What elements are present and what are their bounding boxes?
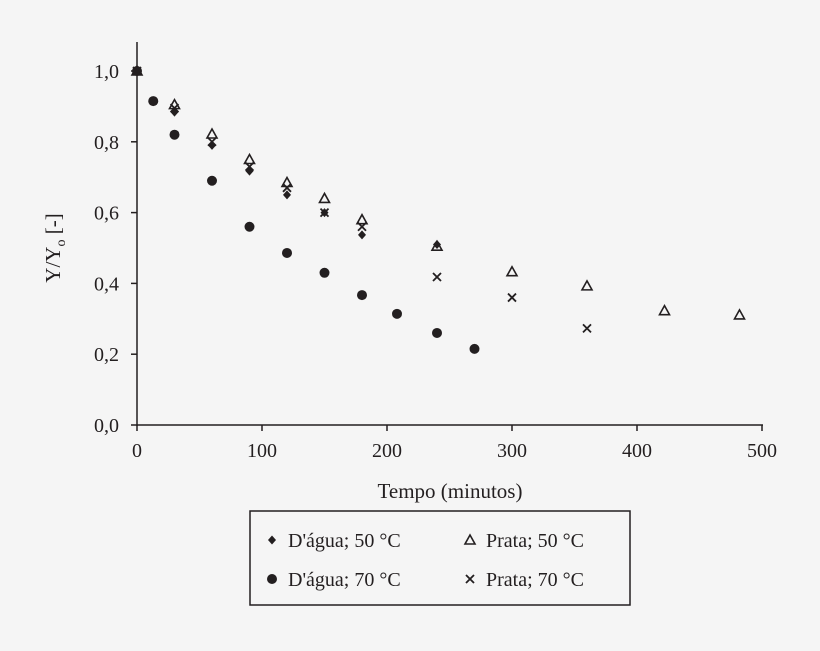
data-point-x — [432, 272, 442, 282]
data-point-diamond — [358, 230, 366, 240]
legend-marker-circle — [267, 574, 277, 584]
x-tick-label: 300 — [497, 440, 527, 462]
legend-marker-triangle-open — [463, 533, 477, 545]
x-tick-label: 500 — [747, 440, 777, 462]
data-point-x — [357, 222, 367, 232]
y-tick-label: 0,2 — [94, 344, 119, 366]
data-point-x — [169, 103, 180, 113]
legend-item: D'água; 50 °C — [268, 530, 401, 552]
data-point-x — [282, 183, 292, 193]
data-point-triangle-open — [505, 265, 519, 277]
data-point-triangle-open — [580, 279, 594, 291]
legend-marker-diamond — [268, 535, 276, 545]
legend-label: Prata; 70 °C — [486, 569, 584, 591]
data-point-triangle-open — [205, 127, 219, 139]
data-point-x — [582, 323, 592, 333]
data-point-triangle-open — [280, 175, 294, 188]
data-point-triangle-open — [733, 308, 746, 320]
data-point-circle — [357, 290, 367, 301]
data-point-circle — [469, 343, 480, 354]
y-tick-label: 0,0 — [94, 415, 119, 437]
data-point-x — [507, 292, 517, 303]
data-point-x — [319, 207, 330, 218]
legend-box — [249, 510, 631, 606]
data-point-circle — [392, 308, 402, 319]
data-point-triangle-open — [243, 152, 256, 165]
y-tick-label: 0,4 — [94, 273, 119, 295]
y-tick-label: 0,6 — [94, 203, 119, 225]
axes — [136, 42, 763, 426]
legend-label: D'água; 70 °C — [288, 569, 401, 591]
data-point-circle — [169, 129, 180, 140]
data-point-circle — [244, 221, 255, 232]
legend-item: Prata; 50 °C — [463, 530, 584, 552]
data-point-circle — [319, 267, 330, 278]
data-point-x — [132, 66, 142, 76]
legend-label: Prata; 50 °C — [486, 530, 584, 552]
data-point-circle — [282, 247, 292, 258]
data-point-triangle-open — [658, 304, 671, 316]
svg-text:Y/Yo [-]: Y/Yo [-] — [41, 213, 69, 282]
y-tick-label: 0,8 — [94, 132, 119, 154]
data-point-triangle-open — [430, 239, 444, 252]
legend-marker-x — [465, 574, 475, 584]
y-axis-label: Y/Yo [-] — [41, 213, 69, 282]
data-point-triangle-open — [318, 191, 331, 204]
y-tick-label: 1,0 — [94, 61, 119, 83]
data-point-circle — [432, 327, 442, 338]
data-point-diamond — [283, 190, 291, 200]
data-point-diamond — [245, 166, 254, 176]
data-point-triangle-open — [355, 213, 369, 225]
data-point-diamond — [433, 239, 441, 249]
x-tick-label: 0 — [132, 440, 142, 462]
x-tick-label: 100 — [247, 440, 277, 462]
legend-label: D'água; 50 °C — [288, 530, 401, 552]
legend: D'água; 50 °C Prata; 50 °C D'água; 70 °C Pr… — [249, 510, 631, 606]
legend-item: D'água; 70 °C — [267, 569, 401, 591]
data-point-x — [244, 161, 255, 172]
x-tick-label: 400 — [622, 440, 652, 462]
data-point-circle — [148, 96, 159, 107]
data-point-circle — [207, 175, 217, 186]
data-point-x — [207, 137, 217, 147]
legend-item: Prata; 70 °C — [465, 569, 584, 591]
x-tick-label: 200 — [372, 440, 402, 462]
x-axis-label: Tempo (minutos) — [378, 479, 523, 503]
